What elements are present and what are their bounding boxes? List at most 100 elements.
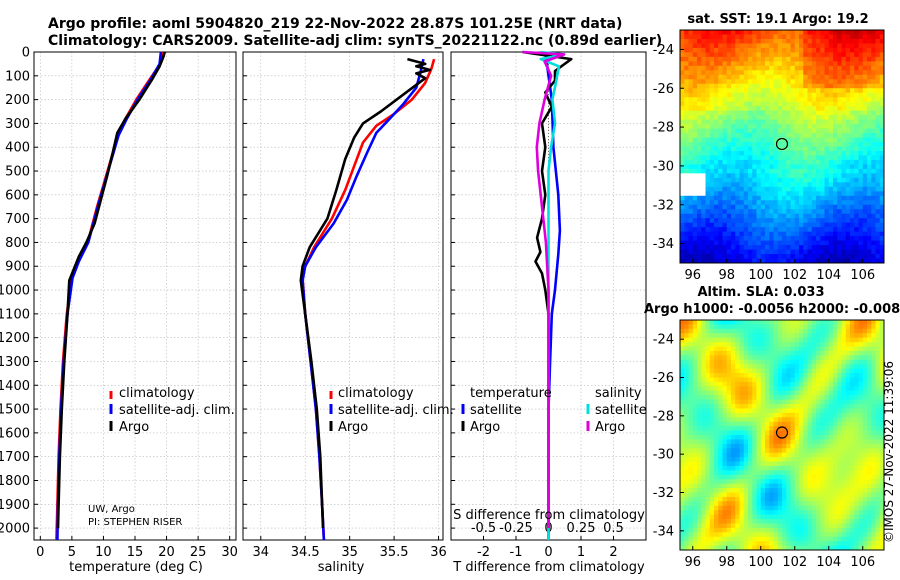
depth-tick-label: 2000 bbox=[0, 522, 30, 537]
temperature-xtick-label: 0 bbox=[36, 545, 44, 560]
difference-xtick-label: -1 bbox=[510, 545, 523, 560]
temperature-legend-climatology: climatology bbox=[119, 386, 195, 401]
salinity-xtick-label: 34.5 bbox=[291, 545, 320, 560]
sla-lat-tick-label: -34 bbox=[653, 524, 674, 539]
sst-map-title: sat. SST: 19.1 Argo: 19.2 bbox=[687, 12, 868, 27]
temperature-xtick-label: 5 bbox=[68, 545, 76, 560]
salinity-xtick-label: 35 bbox=[341, 545, 358, 560]
sst-lat-tick-label: -24 bbox=[653, 43, 674, 58]
depth-tick-label: 1300 bbox=[0, 355, 30, 370]
temperature-xtick-label: 20 bbox=[158, 545, 175, 560]
sst-heatmap bbox=[680, 30, 884, 263]
depth-tick-label: 500 bbox=[5, 165, 30, 180]
sla-lon-tick-label: 102 bbox=[782, 555, 807, 570]
sla-lat-tick-label: -28 bbox=[653, 409, 674, 424]
salinity-legend-satellite: satellite-adj. clim. bbox=[338, 403, 454, 418]
difference-legend: temperature salinity satellite Argo sate… bbox=[461, 386, 647, 435]
temperature-series-argo bbox=[56, 51, 166, 529]
temperature-series-satellite-adj-clim- bbox=[56, 51, 163, 541]
profile-panels: 0100200300400500600700800900100011001200… bbox=[0, 46, 647, 561]
temperature-series-climatology bbox=[55, 51, 164, 541]
difference-legend-title-temperature: temperature bbox=[470, 386, 552, 401]
salinity-diff-tick-label: -0.5 bbox=[471, 521, 496, 536]
temperature-xtick-label: 30 bbox=[221, 545, 238, 560]
sst-lat-tick-label: -34 bbox=[653, 237, 674, 252]
sst-lat-tick-label: -32 bbox=[653, 198, 674, 213]
sla-lon-tick-label: 98 bbox=[718, 555, 735, 570]
salinity-series-climatology bbox=[301, 58, 436, 541]
depth-tick-label: 1200 bbox=[0, 331, 30, 346]
salinity-panel: 34 34.5 35 35.5 36 bbox=[242, 51, 447, 560]
temperature-xlabel: temperature (deg C) bbox=[69, 560, 203, 575]
salinity-xtick-label: 35.5 bbox=[380, 545, 409, 560]
depth-tick-label: 1100 bbox=[0, 307, 30, 322]
sla-lat-tick-label: -32 bbox=[653, 486, 674, 501]
figure-title-line1: Argo profile: aoml 5904820_219 22-Nov-20… bbox=[48, 16, 622, 32]
difference-xtick-label: -2 bbox=[477, 545, 490, 560]
difference-legend-s-satellite: satellite bbox=[595, 403, 647, 418]
salinity-diff-tick-label: 0.25 bbox=[567, 521, 596, 536]
difference-series-temperature-satellite bbox=[544, 51, 562, 540]
imos-watermark: ©IMOS 27-Nov-2022 11:39:06 bbox=[882, 361, 896, 543]
difference-series-salinity-argo bbox=[522, 50, 566, 529]
sla-lon-tick-label: 104 bbox=[816, 555, 841, 570]
difference-legend-t-argo: Argo bbox=[470, 420, 500, 435]
difference-xlabel-s: S difference from climatology bbox=[453, 508, 645, 523]
salinity-legend-argo: Argo bbox=[338, 420, 368, 435]
difference-xtick-label: 0 bbox=[544, 545, 552, 560]
sst-lon-tick-label: 100 bbox=[748, 268, 773, 283]
salinity-xlabel: salinity bbox=[318, 560, 365, 575]
depth-tick-label: 1700 bbox=[0, 450, 30, 465]
sla-map-title-line2: Argo h1000: -0.0056 h2000: -0.008 bbox=[644, 302, 900, 317]
depth-tick-label: 600 bbox=[5, 188, 30, 203]
sla-heatmap bbox=[680, 320, 884, 550]
salinity-diff-tick-label: 0.5 bbox=[603, 521, 624, 536]
depth-tick-label: 800 bbox=[5, 236, 30, 251]
sst-lon-tick-label: 104 bbox=[816, 268, 841, 283]
depth-tick-label: 1600 bbox=[0, 426, 30, 441]
depth-tick-label: 400 bbox=[5, 141, 30, 156]
depth-tick-label: 700 bbox=[5, 212, 30, 227]
temperature-panel: 0100200300400500600700800900100011001200… bbox=[0, 46, 238, 561]
sst-lon-tick-label: 98 bbox=[718, 268, 735, 283]
difference-legend-title-salinity: salinity bbox=[595, 386, 642, 401]
sla-lat-tick-label: -30 bbox=[653, 448, 674, 463]
sla-lon-tick-label: 96 bbox=[684, 555, 701, 570]
depth-tick-label: 100 bbox=[5, 69, 30, 84]
depth-tick-label: 1500 bbox=[0, 403, 30, 418]
depth-tick-label: 1900 bbox=[0, 498, 30, 513]
salinity-legend-climatology: climatology bbox=[338, 386, 414, 401]
sst-map: sat. SST: 19.1 Argo: 19.2 96 98 100 102 104 1… bbox=[653, 12, 885, 283]
float-owner-note: UW, Argo bbox=[88, 504, 135, 515]
difference-legend-s-argo: Argo bbox=[595, 420, 625, 435]
salinity-xtick-label: 34 bbox=[253, 545, 270, 560]
temperature-xtick-label: 10 bbox=[95, 545, 112, 560]
sst-lat-tick-label: -26 bbox=[653, 82, 674, 97]
temperature-legend: climatology satellite-adj. clim. Argo bbox=[109, 386, 235, 435]
depth-tick-label: 1000 bbox=[0, 284, 30, 299]
temperature-xtick-label: 15 bbox=[127, 545, 144, 560]
difference-legend-t-satellite: satellite bbox=[470, 403, 522, 418]
sla-map-title-line1: Altim. SLA: 0.033 bbox=[698, 285, 825, 300]
sst-lon-tick-label: 102 bbox=[782, 268, 807, 283]
depth-tick-label: 900 bbox=[5, 260, 30, 275]
difference-panel: -2 -1 0 1 2-0.5 -0.25 0 0.25 0.5 bbox=[450, 50, 647, 560]
depth-tick-label: 200 bbox=[5, 93, 30, 108]
temperature-legend-argo: Argo bbox=[119, 420, 149, 435]
sla-profile-marker bbox=[775, 426, 789, 439]
sst-map-axes: 96 98 100 102 104 106 -24 -26 -28 -30 -32 -34 bbox=[653, 43, 875, 283]
sla-lon-tick-label: 100 bbox=[748, 555, 773, 570]
difference-xtick-label: 2 bbox=[609, 545, 617, 560]
depth-tick-label: 300 bbox=[5, 117, 30, 132]
depth-tick-label: 0 bbox=[22, 46, 30, 61]
sst-lat-tick-label: -28 bbox=[653, 121, 674, 136]
sla-lat-tick-label: -24 bbox=[653, 333, 674, 348]
sla-lon-tick-label: 106 bbox=[850, 555, 875, 570]
depth-tick-label: 1400 bbox=[0, 379, 30, 394]
sst-lat-tick-label: -30 bbox=[653, 159, 674, 174]
salinity-series-argo bbox=[299, 57, 432, 529]
salinity-xtick-label: 36 bbox=[430, 545, 447, 560]
sla-map: Altim. SLA: 0.033 Argo h1000: -0.0056 h2… bbox=[644, 285, 900, 570]
sst-profile-marker bbox=[775, 137, 789, 151]
